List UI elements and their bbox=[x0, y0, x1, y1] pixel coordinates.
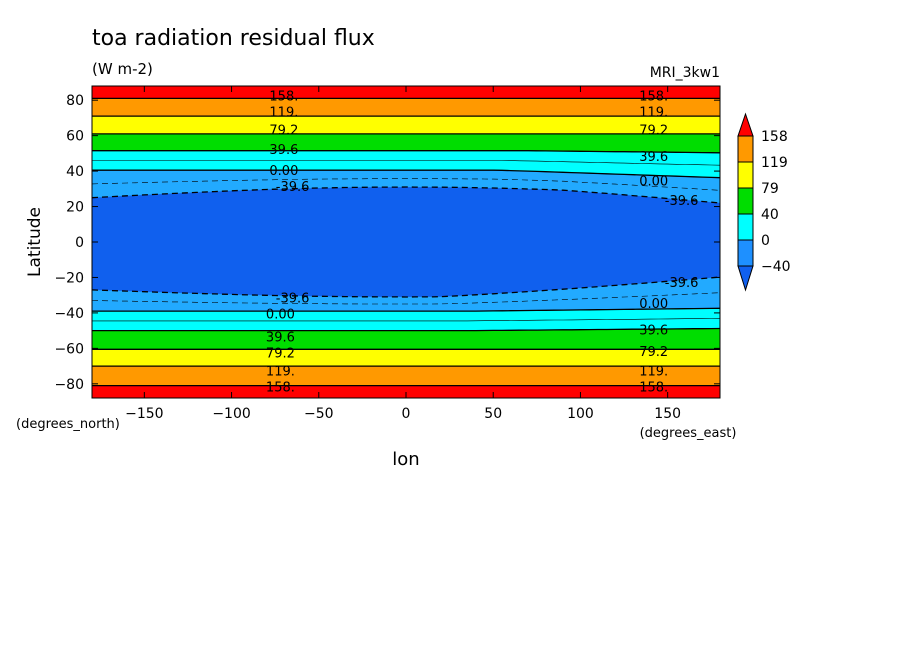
band-south-red bbox=[92, 385, 720, 398]
colorbar-segment bbox=[737, 135, 754, 163]
x-tick-label: −50 bbox=[304, 406, 334, 422]
contour-minor-north-neg20 bbox=[91, 178, 721, 191]
contour-minor-south-20 bbox=[92, 318, 721, 322]
contour-label: 158. bbox=[639, 90, 668, 105]
band-north-orange bbox=[92, 98, 720, 117]
band-south-green bbox=[92, 328, 720, 350]
contour-label: -39.6 bbox=[276, 292, 310, 307]
y-tick-label: 0 bbox=[75, 235, 84, 251]
contour-label: 119. bbox=[266, 364, 295, 379]
x-tick-label: 50 bbox=[484, 406, 502, 422]
contour-label: 0.00 bbox=[639, 297, 668, 312]
colorbar-segment bbox=[737, 213, 754, 241]
colorbar-bottom-arrow bbox=[737, 265, 754, 292]
contour-line-south-neg40 bbox=[91, 276, 721, 298]
contour-label: 79.2 bbox=[266, 347, 295, 362]
contour-label: 0.00 bbox=[269, 164, 298, 179]
colorbar-top-arrow bbox=[737, 112, 754, 137]
units-label: (W m-2) bbox=[92, 60, 153, 78]
y-tick-label: 20 bbox=[66, 200, 84, 216]
x-tick-label: 150 bbox=[654, 406, 681, 422]
x-tick-label: 0 bbox=[402, 406, 411, 422]
band-south-cyan bbox=[92, 308, 720, 331]
contour-label: -39.6 bbox=[665, 276, 699, 291]
contour-line-north-40 bbox=[92, 150, 721, 154]
contour-label: 119. bbox=[639, 364, 668, 379]
colorbar: 158 119 79 40 0 −40 bbox=[737, 112, 791, 292]
x-tick-label: −100 bbox=[212, 406, 250, 422]
y-tick-label: 60 bbox=[66, 129, 84, 145]
colorbar-label: 79 bbox=[761, 181, 779, 197]
axis-ticks: −150 −100 −50 0 50 100 150 −80 −60 −40 −20 0 20 40 60 8… bbox=[54, 86, 720, 422]
band-south-orange bbox=[92, 366, 720, 386]
y-tick-label: −60 bbox=[54, 341, 84, 357]
contour-label: 119. bbox=[639, 106, 668, 121]
band-north-green bbox=[92, 133, 720, 153]
y-tick-label: 40 bbox=[66, 164, 84, 180]
y-tick-label: −80 bbox=[54, 377, 84, 393]
contour-label: 79.2 bbox=[639, 345, 668, 360]
contour-line-north-0 bbox=[92, 169, 721, 179]
colorbar-label: 158 bbox=[761, 129, 788, 145]
contour-line-south-40 bbox=[92, 327, 721, 332]
y-units-label: (degrees_north) bbox=[16, 417, 120, 432]
contour-label: -39.6 bbox=[665, 194, 699, 209]
contour-labels: 158.119.79.239.60.00-39.6158.119.79.239.… bbox=[266, 90, 699, 396]
contour-line-north-neg40 bbox=[91, 186, 721, 204]
colorbar-label: 0 bbox=[761, 233, 770, 249]
x-units-label: (degrees_east) bbox=[640, 426, 737, 441]
colorbar-segment bbox=[737, 187, 754, 215]
y-axis-label: Latitude bbox=[25, 207, 45, 277]
band-north-red bbox=[92, 86, 720, 99]
colorbar-label: −40 bbox=[761, 259, 791, 275]
contour-label: 119. bbox=[269, 106, 298, 121]
x-axis-label: lon bbox=[392, 449, 419, 470]
x-tick-label: 100 bbox=[567, 406, 594, 422]
colorbar-segment bbox=[737, 161, 754, 189]
model-label: MRI_3kw1 bbox=[650, 65, 720, 81]
contour-lines bbox=[91, 97, 721, 387]
colorbar-segment bbox=[737, 239, 754, 267]
contour-minor-south-neg20 bbox=[91, 292, 721, 305]
contour-label: 158. bbox=[269, 90, 298, 105]
contour-label: 79.2 bbox=[269, 123, 298, 138]
y-tick-label: −40 bbox=[54, 306, 84, 322]
contour-label: 39.6 bbox=[269, 143, 298, 158]
contour-minor-north-20 bbox=[92, 160, 721, 166]
y-tick-label: 80 bbox=[66, 93, 84, 109]
contour-label: 79.2 bbox=[639, 123, 668, 138]
band-south-light-blue bbox=[92, 277, 720, 312]
contour-line-south-0 bbox=[92, 307, 721, 312]
contour-label: 39.6 bbox=[639, 324, 668, 339]
contour-label: 0.00 bbox=[639, 175, 668, 190]
band-south-yellow bbox=[92, 349, 720, 367]
contour-label: 158. bbox=[639, 380, 668, 395]
x-tick-label: −150 bbox=[125, 406, 163, 422]
colorbar-label: 40 bbox=[761, 207, 779, 223]
band-north-yellow bbox=[92, 116, 720, 134]
colorbar-label: 119 bbox=[761, 155, 788, 171]
contour-label: 39.6 bbox=[266, 331, 295, 346]
contour-label: 39.6 bbox=[639, 150, 668, 165]
contour-label: 158. bbox=[266, 380, 295, 395]
contour-field bbox=[92, 86, 720, 398]
band-north-cyan bbox=[92, 150, 720, 178]
contour-label: 0.00 bbox=[266, 308, 295, 323]
chart-title: toa radiation residual flux bbox=[92, 26, 375, 51]
contour-label: -39.6 bbox=[276, 180, 310, 195]
y-tick-label: −20 bbox=[54, 270, 84, 286]
